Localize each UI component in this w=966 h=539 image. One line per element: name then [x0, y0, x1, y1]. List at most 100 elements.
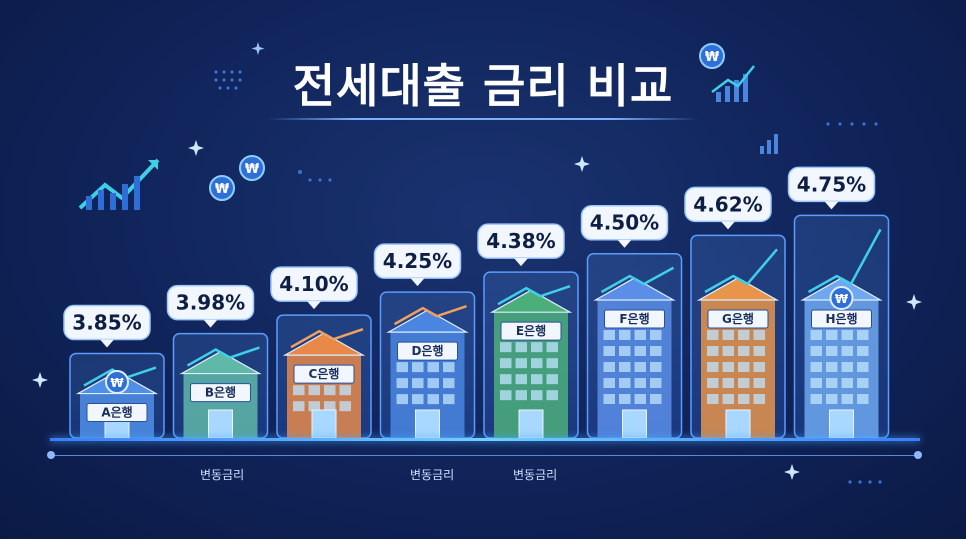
- building-window: [722, 378, 734, 388]
- building-window: [841, 330, 853, 340]
- bar: B은행 3.98%: [166, 284, 269, 439]
- building-window: [810, 330, 822, 340]
- building-window: [722, 362, 734, 372]
- building-window: [427, 394, 439, 405]
- building-window: [707, 394, 719, 404]
- svg-text:₩: ₩: [705, 50, 720, 65]
- bank-sign: [293, 364, 355, 384]
- category-label: A은행: [101, 405, 132, 420]
- trend-up-icon: [807, 228, 882, 294]
- bar: E은행 4.38%: [477, 223, 579, 439]
- trend-up-icon: [186, 346, 260, 367]
- building-window: [546, 342, 558, 353]
- bank-sign: [707, 309, 769, 329]
- building-window: [707, 330, 719, 340]
- data-label: 4.62%: [693, 192, 762, 216]
- bank-sign: [397, 341, 458, 361]
- data-label: 3.98%: [176, 291, 245, 315]
- building-roof: [489, 289, 573, 313]
- building-window: [546, 374, 558, 385]
- trend-up-icon: [393, 304, 467, 326]
- won-coin-icon: [829, 286, 854, 310]
- building-window: [546, 358, 558, 369]
- building-window: [707, 346, 719, 356]
- bank-sign: [604, 309, 665, 329]
- won-coin-icon: ₩: [209, 175, 235, 201]
- sparkle-icon: [32, 42, 922, 480]
- chart-title: 전세대출 금리 비교: [292, 59, 674, 113]
- building-window: [500, 358, 512, 369]
- building-door: [725, 409, 751, 439]
- bank-sign: [500, 321, 562, 341]
- building-window: [619, 394, 631, 404]
- building-window: [443, 362, 455, 373]
- trend-up-icon: [497, 284, 571, 306]
- building-window: [810, 378, 822, 388]
- trend-up-icon: [78, 158, 160, 210]
- category-label: F은행: [619, 311, 649, 326]
- value-bubble-tail: [617, 239, 632, 248]
- category-label: G은행: [722, 311, 754, 326]
- bar: F은행 4.50%: [580, 204, 683, 439]
- building-window: [396, 378, 408, 389]
- building-window: [500, 342, 512, 353]
- data-label: 4.10%: [279, 272, 348, 296]
- data-label: 4.50%: [590, 211, 659, 235]
- building-window: [841, 378, 853, 388]
- building-window: [753, 330, 765, 340]
- bar: D은행 4.25%: [373, 243, 476, 439]
- building-window: [339, 385, 351, 396]
- building-window: [339, 401, 351, 412]
- rate-type-note: 변동금리: [200, 468, 245, 482]
- building-window: [650, 394, 662, 404]
- won-coin-icon: ₩: [239, 155, 265, 181]
- building-window: [650, 378, 662, 388]
- bar: A은행 3.85% ₩: [63, 304, 165, 439]
- building-window: [810, 394, 822, 404]
- building-window: [857, 362, 869, 372]
- building-roof: [593, 277, 676, 301]
- building-door: [518, 409, 544, 439]
- building-window: [634, 362, 646, 372]
- building-window: [738, 378, 750, 388]
- building-window: [753, 346, 765, 356]
- bar: H은행 4.75% ₩: [787, 166, 890, 439]
- building-window: [500, 374, 512, 385]
- building-window: [826, 362, 838, 372]
- bar-chart-icon: [711, 65, 778, 154]
- building-window: [443, 394, 455, 405]
- value-bubble-tail: [410, 278, 425, 287]
- building-window: [619, 346, 631, 356]
- svg-text:₩: ₩: [245, 162, 260, 177]
- building-window: [826, 394, 838, 404]
- svg-text:₩: ₩: [215, 182, 230, 197]
- building-roof: [282, 332, 366, 356]
- building-door: [311, 409, 337, 439]
- trend-up-icon: [290, 327, 364, 349]
- building-window: [810, 362, 822, 372]
- building-window: [826, 330, 838, 340]
- building-window: [634, 378, 646, 388]
- building-window: [531, 358, 543, 369]
- building-window: [738, 346, 750, 356]
- building-window: [531, 374, 543, 385]
- building-window: [841, 346, 853, 356]
- building-window: [826, 378, 838, 388]
- bar: C은행 4.10%: [270, 266, 372, 439]
- building-window: [546, 390, 558, 401]
- building-window: [619, 378, 631, 388]
- building-window: [738, 362, 750, 372]
- building-window: [515, 358, 527, 369]
- category-label: C은행: [309, 366, 340, 381]
- building-window: [443, 378, 455, 389]
- building-window: [841, 394, 853, 404]
- trend-up-icon: [704, 248, 778, 294]
- building-window: [857, 394, 869, 404]
- dot-grid-decoration: [214, 70, 882, 484]
- building-window: [841, 362, 853, 372]
- building-window: [412, 378, 424, 389]
- bar: G은행 4.62%: [684, 186, 786, 439]
- building-window: [603, 394, 615, 404]
- won-coin-icon: ₩: [699, 43, 725, 69]
